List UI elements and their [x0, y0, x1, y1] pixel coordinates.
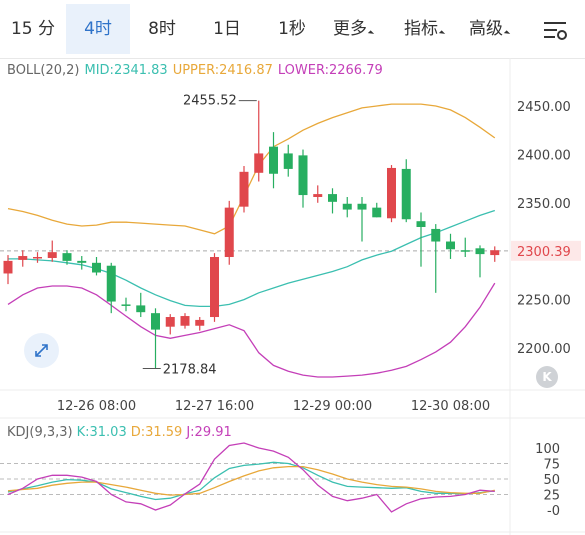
expand-arrows-icon	[35, 344, 48, 357]
boll-mid-value: MID:2341.83	[84, 63, 168, 78]
boll-name: BOLL(20,2)	[7, 63, 80, 78]
tab-1s[interactable]: 1秒	[278, 19, 306, 39]
kdj-legend: KDJ(9,3,3) K:31.03 D:31.59 J:29.91	[7, 425, 236, 440]
current-price-tag	[511, 240, 581, 261]
candle-body	[357, 203, 367, 210]
candle-body	[151, 313, 160, 330]
tab-more-label: 更多	[333, 19, 367, 39]
fullscreen-button[interactable]	[24, 333, 59, 368]
price-tick-label: 2450.00	[517, 100, 571, 115]
chart-settings-button[interactable]	[530, 4, 580, 54]
tab-indicators-label: 指标	[404, 19, 438, 39]
tab-8h[interactable]: 8时	[148, 19, 176, 39]
kdj-j-value: J:29.91	[186, 425, 232, 440]
tab-indicators[interactable]: 指标	[392, 4, 456, 54]
kdj-k-line	[7, 461, 495, 501]
kdj-tick-label: 100	[535, 442, 560, 457]
candle-body	[106, 265, 116, 302]
candle-body	[121, 304, 131, 306]
boll-mid-line	[8, 209, 496, 308]
candle-body	[18, 256, 28, 260]
candle-body	[239, 171, 249, 207]
tab-advanced-label: 高级	[469, 19, 503, 39]
candle-body	[298, 155, 308, 196]
price-tick-label: 2400.00	[517, 148, 571, 163]
kdj-j-line	[7, 442, 495, 513]
candle-body	[3, 260, 13, 274]
candle-body	[47, 252, 57, 258]
candle-body	[372, 207, 382, 218]
candle-body	[283, 153, 293, 169]
low-price-label: 2178.84	[163, 362, 217, 377]
candle-body	[313, 194, 323, 197]
chart-type-k-button[interactable]: K	[536, 366, 558, 388]
kdj-tick-label: 50	[543, 473, 560, 488]
candle-body	[328, 194, 337, 202]
price-tick-label: 2350.00	[517, 197, 571, 212]
candle-body	[475, 248, 485, 255]
candle-body	[77, 260, 87, 263]
time-tick-label: 12-30 08:00	[411, 399, 490, 414]
boll-upper-line	[7, 103, 496, 235]
chart-settings-icon	[544, 22, 567, 40]
time-tick-label: 12-29 00:00	[293, 399, 372, 414]
boll-legend: BOLL(20,2) MID:2341.83 UPPER:2416.87 LOWER:…	[7, 63, 388, 78]
candle-body	[269, 146, 278, 174]
high-price-label: 2455.52	[183, 94, 237, 109]
tab-1d[interactable]: 1日	[213, 19, 241, 39]
current-price-label: 2300.39	[517, 245, 571, 260]
tab-advanced[interactable]: 高级	[458, 4, 520, 54]
kdj-name: KDJ(9,3,3)	[7, 425, 73, 440]
candle-body	[210, 257, 219, 318]
candle-body	[165, 317, 175, 327]
boll-lower-value: LOWER:2266.79	[277, 63, 383, 78]
timeframe-tab-bar: 15 分 4时 8时 1日 1秒 更多 指标 高级	[0, 0, 585, 59]
candle-body	[401, 168, 411, 220]
candle-body	[446, 241, 455, 250]
candle-body	[490, 250, 500, 256]
candle-body	[195, 319, 205, 326]
candle-body	[254, 153, 264, 173]
time-tick-label: 12-26 08:00	[57, 399, 136, 414]
tab-more[interactable]: 更多	[325, 4, 381, 54]
time-tick-label: 12-27 16:00	[175, 399, 254, 414]
candle-body	[180, 316, 190, 326]
kdj-d-value: D:31.59	[130, 425, 183, 440]
tab-15m[interactable]: 15 分	[10, 19, 56, 39]
kdj-tick-label: 25	[543, 489, 560, 504]
candle-body	[62, 253, 72, 261]
price-tick-label: 2250.00	[517, 294, 571, 309]
price-tick-label: 2200.00	[517, 342, 571, 357]
boll-upper-value: UPPER:2416.87	[172, 63, 273, 78]
kdj-tick-label: -0	[547, 504, 560, 519]
kdj-tick-label: 75	[543, 458, 560, 473]
candle-body	[387, 167, 396, 219]
kdj-d-line	[7, 465, 495, 496]
candle-body	[33, 257, 42, 259]
candle-body	[460, 250, 470, 252]
candle-body	[92, 262, 101, 273]
candle-body	[136, 305, 146, 313]
boll-lower-line	[7, 282, 496, 378]
candle-body	[224, 207, 234, 258]
kdj-k-value: K:31.03	[76, 425, 127, 440]
candle-body	[416, 221, 426, 227]
candle-body	[431, 228, 441, 242]
candle-body	[342, 203, 352, 210]
tab-4h[interactable]: 4时	[66, 4, 130, 54]
